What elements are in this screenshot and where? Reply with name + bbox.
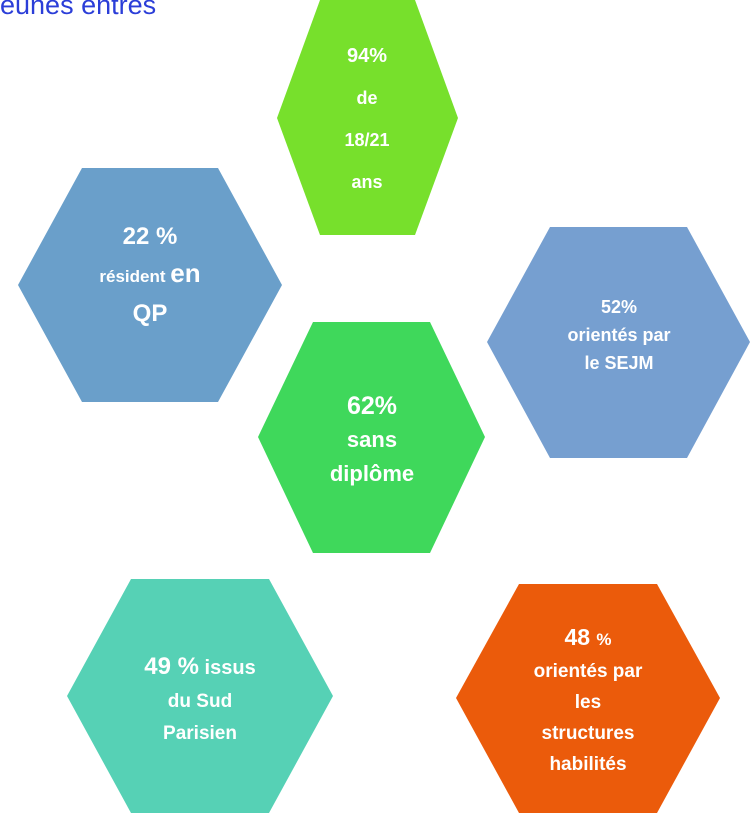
text: % xyxy=(596,630,612,649)
hexagon xyxy=(487,227,750,458)
text: les xyxy=(574,692,602,713)
text: 48 xyxy=(564,624,597,650)
text: issus xyxy=(199,656,256,679)
hexagon xyxy=(18,168,282,402)
hexagon xyxy=(67,579,333,813)
text: sans xyxy=(346,427,398,452)
text: QP xyxy=(132,299,168,327)
hexagon-text: 52% orientés par le SEJM xyxy=(500,290,738,380)
hexagon xyxy=(456,584,720,813)
text: structures xyxy=(541,723,635,744)
text: 94% xyxy=(346,45,388,67)
hexagon xyxy=(258,322,485,553)
text: 18/21 xyxy=(344,130,390,150)
text: résident xyxy=(99,266,171,286)
text: 62% xyxy=(346,392,398,420)
text: de xyxy=(356,88,378,108)
hexagon-text: 62% sans diplôme xyxy=(270,385,474,495)
text: orientés par xyxy=(533,661,643,682)
text: diplôme xyxy=(329,461,415,486)
hexagon-text: 49 % issus du Sud Parisien xyxy=(80,650,320,750)
hexagon xyxy=(277,0,458,235)
text: 49 % xyxy=(144,652,199,680)
text: du Sud xyxy=(167,690,233,712)
title: eunes entres xyxy=(0,0,157,20)
hexagon-text: 22 % résident en QP xyxy=(40,220,260,330)
text: orientés par xyxy=(567,325,671,345)
hexagon-text: 48 % orientés par les structures habilit… xyxy=(470,618,706,784)
text: 52% xyxy=(600,297,638,317)
text: habilités xyxy=(549,754,627,775)
text: le SEJM xyxy=(584,353,654,373)
text: en xyxy=(170,257,201,288)
text: Parisien xyxy=(163,722,237,744)
text: 22 % xyxy=(122,222,178,250)
text: ans xyxy=(351,172,383,192)
hexagon-text: 94% de 18/21 ans xyxy=(287,38,447,200)
